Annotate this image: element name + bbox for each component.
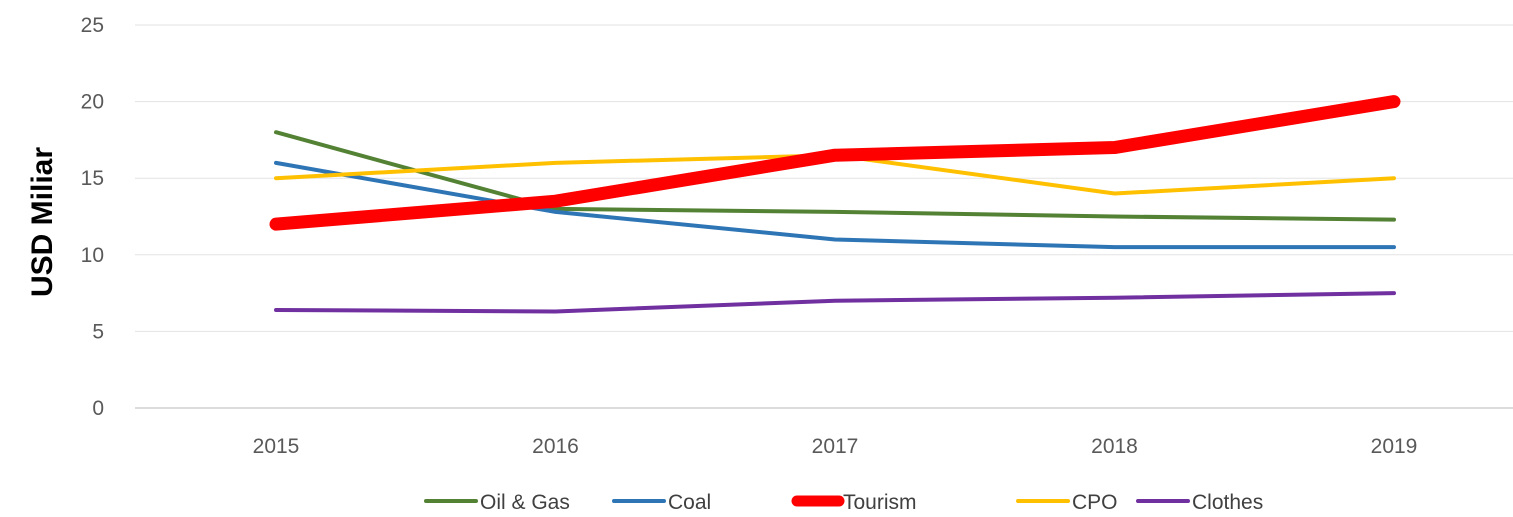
x-tick-label: 2019 [1371, 435, 1418, 458]
x-tick-label: 2017 [812, 435, 859, 458]
legend-label-coal: Coal [668, 491, 711, 514]
series-line-clothes [274, 291, 1396, 314]
y-tick-label: 20 [81, 91, 104, 114]
y-tick-label: 15 [81, 167, 104, 190]
x-tick-label: 2015 [253, 435, 300, 458]
legend: Oil & Gas Coal Tourism CPO Clothes [424, 491, 1263, 514]
series-line-coal [274, 160, 1396, 250]
y-tick-label: 10 [81, 244, 104, 267]
legend-label-cpo: CPO [1072, 491, 1118, 514]
y-tick-label: 0 [92, 397, 104, 420]
legend-label-oil-gas: Oil & Gas [480, 491, 570, 514]
x-axis-ticks: 2015 2016 2017 2018 2019 [253, 435, 1418, 458]
y-axis-title: USD Miliar [26, 147, 59, 297]
y-tick-label: 25 [81, 14, 104, 37]
x-tick-label: 2018 [1091, 435, 1138, 458]
legend-label-clothes: Clothes [1192, 491, 1263, 514]
series-line-oil-gas [274, 130, 1396, 222]
y-axis-ticks: 0 5 10 15 20 25 [81, 14, 104, 420]
x-tick-label: 2016 [532, 435, 579, 458]
series-line-tourism [269, 95, 1401, 231]
legend-label-tourism: Tourism [843, 491, 917, 514]
series-lines [269, 95, 1401, 314]
y-tick-label: 5 [92, 320, 104, 343]
